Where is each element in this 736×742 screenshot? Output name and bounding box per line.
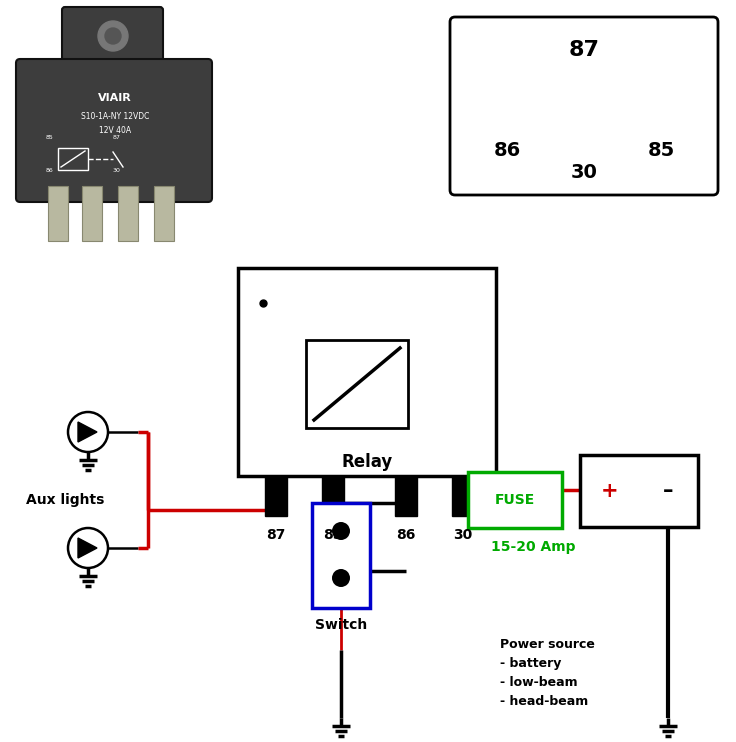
Text: 86: 86 [396,528,416,542]
Bar [238,268,496,476]
Circle shape [332,522,350,540]
Bar [468,472,562,528]
Text: 86: 86 [46,168,54,173]
Text: VIAIR: VIAIR [98,93,132,103]
Text: Power source
- battery
- low-beam
- head-beam: Power source - battery - low-beam - head… [500,638,595,708]
Text: Switch: Switch [315,618,367,632]
Bar [395,476,417,516]
Text: 15-20 Amp: 15-20 Amp [491,540,576,554]
Bar [58,148,88,170]
Text: 12V 40A: 12V 40A [99,125,131,134]
Bar [452,476,474,516]
Text: Aux lights: Aux lights [26,493,105,507]
Text: 30: 30 [570,162,598,182]
Text: 87: 87 [568,40,600,60]
Circle shape [68,528,108,568]
Bar [306,340,408,428]
Circle shape [98,21,128,51]
Circle shape [332,569,350,587]
Bar [322,476,344,516]
Text: 30: 30 [113,168,121,173]
FancyBboxPatch shape [450,17,718,195]
Text: +: + [601,481,619,501]
Bar [154,186,174,241]
Bar [312,503,370,608]
Polygon shape [78,538,97,558]
Bar [580,455,698,527]
Circle shape [68,412,108,452]
Bar [48,186,68,241]
Polygon shape [78,422,97,442]
Circle shape [105,28,121,44]
Text: 85: 85 [46,135,54,140]
Text: –: – [662,481,673,501]
Text: 87: 87 [266,528,286,542]
Text: 85: 85 [648,140,675,160]
Bar [265,476,287,516]
FancyBboxPatch shape [16,59,212,202]
Text: 30: 30 [453,528,473,542]
Text: S10-1A-NY 12VDC: S10-1A-NY 12VDC [81,111,149,120]
Text: 86: 86 [493,140,520,160]
Text: FUSE: FUSE [495,493,535,507]
Text: 85: 85 [323,528,343,542]
FancyBboxPatch shape [62,7,163,75]
Text: 87: 87 [113,135,121,140]
Bar [82,186,102,241]
Text: Relay: Relay [342,453,392,471]
Bar [118,186,138,241]
